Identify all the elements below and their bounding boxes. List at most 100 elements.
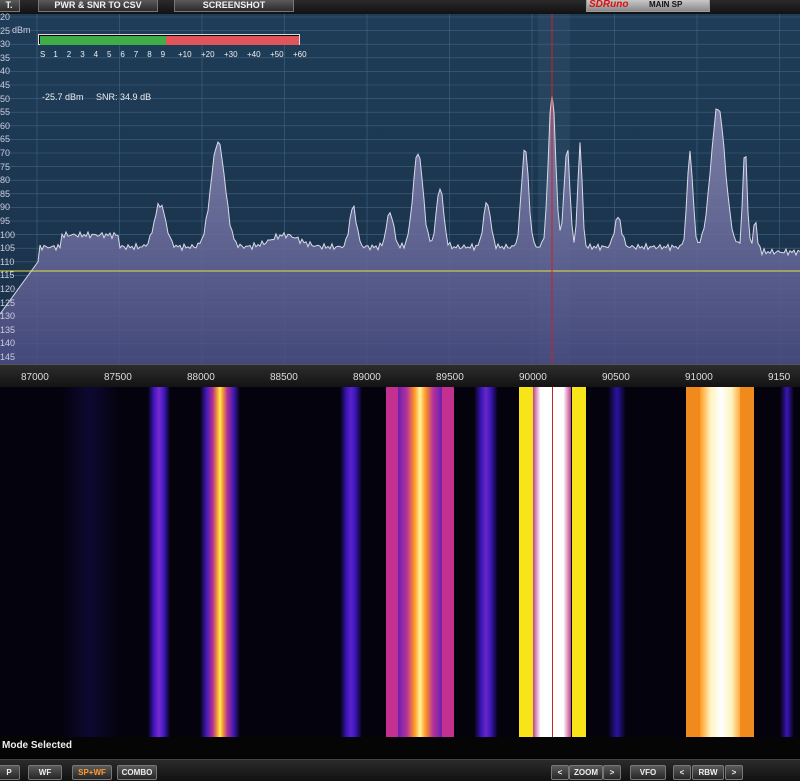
y-axis-label: 45 [0, 80, 11, 90]
s-meter-tick: 6 [120, 50, 125, 59]
y-axis-label: 75 [0, 161, 11, 172]
y-axis-label: 85 [0, 188, 11, 199]
s-meter-tick: +60 [293, 50, 307, 59]
y-axis-label: 30 [0, 39, 11, 50]
waterfall-signal-band [572, 387, 586, 737]
s-meter-tick: 8 [147, 50, 152, 59]
s-meter-tick: 4 [93, 50, 99, 59]
frequency-label: 88500 [270, 372, 298, 383]
s-meter-tick: 1 [53, 50, 58, 59]
waterfall-display[interactable] [0, 387, 800, 737]
waterfall-signal-band [60, 387, 120, 737]
waterfall-signal-band [780, 387, 794, 737]
toolbar-left-button[interactable]: T. [0, 0, 20, 12]
wf-button[interactable]: WF [28, 765, 62, 780]
s-meter-tick: +20 [201, 50, 215, 59]
frequency-label: 87500 [104, 372, 132, 383]
frequency-label: 90000 [519, 372, 547, 383]
sp-wf-button[interactable]: SP+WF [72, 765, 112, 780]
y-axis-label: 125 [0, 297, 16, 308]
frequency-label: 88000 [187, 372, 215, 383]
brand-logo-text: SDRuno [589, 0, 629, 10]
s-meter-tick: 2 [66, 50, 72, 59]
panel-name: MAIN SP [649, 0, 683, 9]
s-meter-red-segment [166, 36, 299, 45]
rbw-increase-button[interactable]: > [725, 765, 743, 780]
y-axis-label: 115 [0, 270, 15, 281]
waterfall-signal-band [740, 387, 754, 737]
frequency-label: 91000 [685, 372, 713, 383]
y-axis-label: 80 [0, 175, 11, 186]
y-axis-label: 105 [0, 243, 16, 254]
s-meter-scale: S 1 2 3 4 5 6 7 8 9 +10 +20 +30 +40 +50 +60 [38, 50, 308, 60]
zoom-increase-button[interactable]: > [603, 765, 621, 780]
y-axis-label: 95 [0, 216, 11, 226]
y-axis-label: 50 [0, 93, 11, 104]
waterfall-signal-band [340, 387, 362, 737]
y-axis-label: 60 [0, 120, 11, 131]
s-meter: S 1 2 3 4 5 6 7 8 9 +10 +20 +30 +40 +50 +60 [38, 34, 307, 60]
s-meter-tick: +40 [247, 50, 261, 59]
waterfall-signal-band [442, 387, 454, 737]
spectrum-trace [0, 94, 800, 315]
s-meter-tick: 7 [133, 50, 139, 59]
vfo-button[interactable]: VFO [630, 765, 666, 780]
top-toolbar: T. PWR & SNR TO CSV SCREENSHOT SDRuno MA… [0, 0, 800, 15]
y-axis-label: 145 [0, 352, 16, 362]
zoom-decrease-button[interactable]: < [551, 765, 569, 780]
frequency-label: 9150 [768, 372, 791, 383]
zoom-label: ZOOM [569, 765, 603, 780]
waterfall-signal-band [686, 387, 702, 737]
waterfall-signal-band [519, 387, 533, 737]
s-meter-tick: S [40, 50, 46, 59]
s-meter-tick: +10 [178, 50, 192, 59]
y-axis-unit: dBm [12, 25, 31, 35]
y-axis-label: 70 [0, 148, 11, 158]
s-meter-tick: 5 [107, 50, 112, 59]
bottom-toolbar: P WF SP+WF COMBO < ZOOM > VFO < RBW > [0, 759, 800, 781]
pwr-snr-csv-button[interactable]: PWR & SNR TO CSV [38, 0, 158, 12]
waterfall-signal-band [474, 387, 498, 737]
status-text: Mode Selected [2, 740, 73, 751]
combo-button[interactable]: COMBO [117, 765, 157, 780]
status-bar: Mode Selected [0, 737, 800, 759]
y-axis-label: 100 [0, 229, 16, 240]
waterfall-signal-band [700, 387, 742, 737]
frequency-axis[interactable]: 87000 87500 88000 88500 89000 89500 90000 90500… [0, 364, 800, 388]
frequency-label: 89000 [353, 372, 381, 383]
rbw-label: RBW [692, 765, 724, 780]
frequency-label: 87000 [21, 372, 49, 383]
waterfall-signal-band [608, 387, 626, 737]
y-axis-label: 40 [0, 66, 11, 77]
s-meter-tick: +50 [270, 50, 284, 59]
waterfall-signal-band [200, 387, 240, 737]
waterfall-signal-band [386, 387, 398, 737]
spectrum-fill [0, 95, 800, 364]
frequency-label: 89500 [436, 372, 464, 383]
spectrum-display[interactable]: 20 25 30 35 40 45 50 55 60 65 70 75 80 85 90 95 100 105 11… [0, 12, 800, 376]
y-axis-label: 110 [0, 256, 15, 267]
rbw-decrease-button[interactable]: < [673, 765, 691, 780]
s-meter-tick: 9 [160, 50, 166, 59]
y-axis-label: 55 [0, 107, 11, 118]
y-axis-label: 130 [0, 311, 16, 322]
y-axis-label: 135 [0, 324, 16, 335]
waterfall-signal-band [398, 387, 442, 737]
sdruno-logo: SDRuno MAIN SP [586, 0, 710, 12]
s-meter-bar [38, 34, 300, 45]
power-readout: -25.7 dBm [42, 92, 84, 102]
s-meter-tick: 3 [80, 50, 85, 59]
s-meter-green-segment [40, 36, 166, 45]
screenshot-button[interactable]: SCREENSHOT [174, 0, 294, 12]
p-button[interactable]: P [0, 765, 20, 780]
y-axis-label: 20 [0, 12, 11, 22]
waterfall-tuning-line [552, 387, 553, 737]
y-axis-label: 120 [0, 284, 16, 294]
frequency-label: 90500 [602, 372, 630, 383]
waterfall-signal-band [148, 387, 170, 737]
snr-readout: SNR: 34.9 dB [96, 92, 152, 102]
spectrum-plot [0, 14, 800, 364]
y-axis-label: 35 [0, 52, 11, 63]
s-meter-tick: +30 [224, 50, 238, 59]
y-axis-label: 65 [0, 134, 11, 145]
